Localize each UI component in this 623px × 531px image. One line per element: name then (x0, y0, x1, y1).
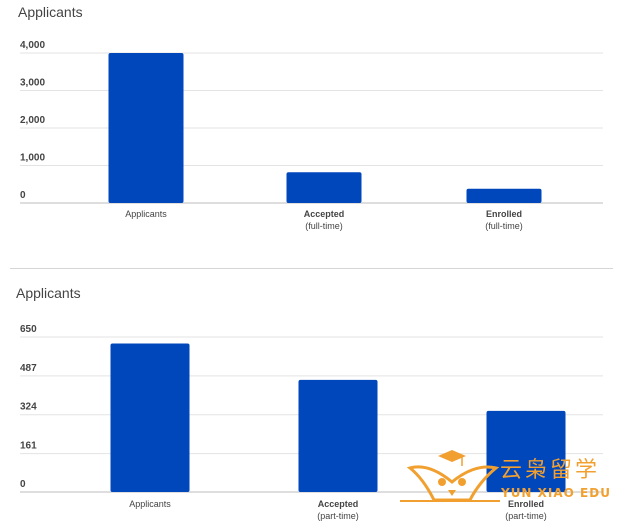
x-category-sublabel: (full-time) (485, 221, 523, 231)
bar (108, 53, 184, 203)
watermark-logo: 云枭留学 YUN XIAO EDU (400, 446, 615, 506)
section-divider (10, 268, 613, 269)
y-tick-label: 0 (20, 479, 26, 490)
bar (286, 172, 362, 203)
chart-panel-full-time: Applicants 0 1,000 2,000 3,000 4,000 Applican… (18, 4, 603, 231)
x-category-label: Accepted (304, 209, 345, 219)
y-tick-label: 1,000 (20, 153, 45, 164)
y-tick-label: 0 (20, 190, 26, 201)
x-category-label: Enrolled (486, 209, 522, 219)
y-tick-label: 161 (20, 441, 37, 452)
x-category-label: Applicants (125, 209, 167, 219)
y-tick-label: 487 (20, 363, 37, 374)
x-category-label: Enrolled (508, 499, 544, 509)
x-category-label: Applicants (129, 499, 171, 509)
y-tick-label: 2,000 (20, 115, 45, 126)
x-category-sublabel: (part-time) (317, 511, 359, 521)
watermark-text-cn: 云枭留学 (500, 458, 601, 483)
bar (466, 188, 542, 203)
bar (110, 343, 190, 492)
watermark-text-en: YUN XIAO EDU (501, 486, 611, 500)
owl-logo-icon (400, 450, 500, 502)
y-tick-label: 3,000 (20, 78, 45, 89)
bar (486, 410, 566, 492)
x-category-sublabel: (full-time) (305, 221, 343, 231)
chart-title: Applicants (16, 285, 81, 301)
x-category-label: Accepted (318, 499, 359, 509)
x-category-sublabel: (part-time) (505, 511, 547, 521)
bar-chart-full-time: 0 1,000 2,000 3,000 4,000 Applicants Accepted (… (20, 40, 603, 231)
y-tick-label: 650 (20, 324, 37, 335)
y-tick-label: 324 (20, 402, 37, 413)
chart-title: Applicants (18, 4, 83, 20)
y-tick-label: 4,000 (20, 40, 45, 51)
bar (298, 379, 378, 492)
